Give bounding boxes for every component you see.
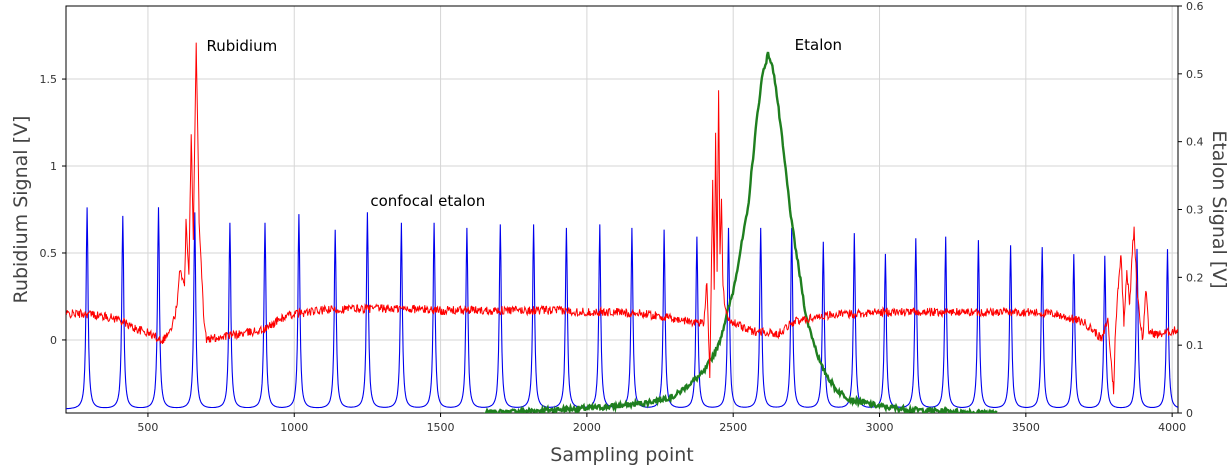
x-axis-title: Sampling point	[550, 444, 693, 466]
y-left-tick-label: 0.5	[40, 247, 58, 260]
plot-frame	[65, 5, 1179, 414]
y-left-tick-label: 1	[50, 160, 57, 173]
annotations-layer: Rubidium confocal etalon Etalon	[206, 36, 842, 210]
y-left-tick-label: 0	[50, 334, 57, 347]
y-right-tick-label: 0.3	[1186, 204, 1204, 217]
y-right-tick-label: 0.2	[1186, 271, 1204, 284]
x-tick-label: 2000	[573, 421, 601, 434]
series-line-confocal-etalon	[66, 207, 1178, 410]
y-right-tick-label: 0	[1186, 407, 1193, 420]
y-axis-left-title: Rubidium Signal [V]	[10, 116, 32, 304]
x-tick-label: 500	[137, 421, 158, 434]
x-tick-label: 1500	[427, 421, 455, 434]
y-left-tick-label: 1.5	[40, 73, 58, 86]
series-layer	[66, 42, 1178, 413]
annotation-label: Rubidium	[206, 37, 277, 55]
grid-lines	[66, 6, 1178, 413]
y-right-tick-label: 0.5	[1186, 68, 1204, 81]
x-tick-label: 4000	[1158, 421, 1186, 434]
x-tick-label: 2500	[719, 421, 747, 434]
y-right-tick-label: 0.1	[1186, 339, 1204, 352]
y-axis-right-title: Etalon Signal [V]	[1208, 130, 1230, 288]
y-right-tick-label: 0.4	[1186, 136, 1204, 149]
ticks-layer: 500 1000 1500 2000 2500 3000 3500 400000.511.50…	[40, 0, 1204, 434]
x-tick-label: 1000	[280, 421, 308, 434]
annotation-label: Etalon	[795, 36, 842, 54]
y-right-tick-label: 0.6	[1186, 0, 1204, 13]
x-tick-label: 3000	[866, 421, 894, 434]
annotation-label: confocal etalon	[370, 192, 485, 210]
x-tick-label: 3500	[1012, 421, 1040, 434]
series-line-etalon	[483, 51, 998, 413]
series-line-rubidium	[66, 42, 1178, 395]
